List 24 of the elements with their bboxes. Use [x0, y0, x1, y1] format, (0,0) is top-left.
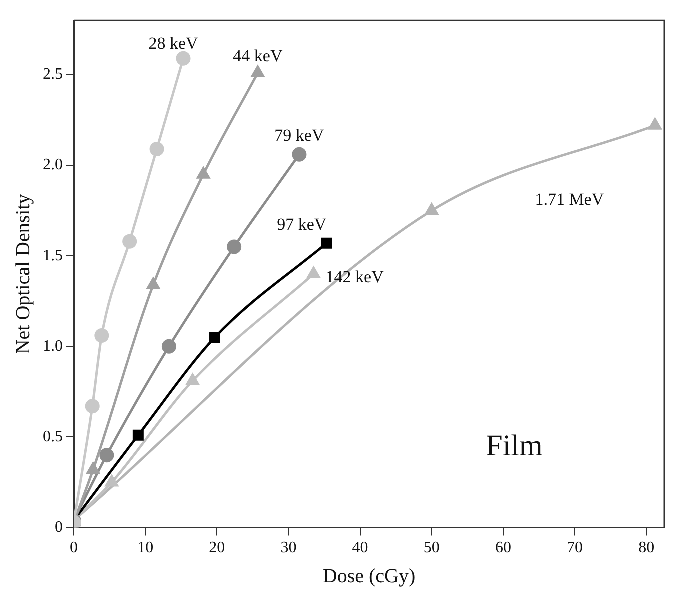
annotation: Film — [486, 430, 543, 463]
x-tick-label: 20 — [209, 540, 226, 557]
y-axis-title: Net Optical Density — [12, 194, 34, 354]
x-tick-label: 10 — [138, 540, 154, 557]
y-tick-label: 2.0 — [43, 156, 63, 174]
y-tick-label: 0 — [55, 519, 63, 536]
series-label: 97 keV — [277, 214, 328, 234]
y-tick-label: 1.5 — [43, 247, 63, 264]
y-tick-label: 2.5 — [43, 66, 63, 84]
x-tick-label: 80 — [638, 540, 655, 557]
series-label: 1.71 MeV — [535, 190, 605, 210]
x-tick-label: 30 — [280, 540, 297, 557]
x-axis-title: Dose (cGy) — [322, 565, 416, 588]
y-tick-label: 0.5 — [43, 428, 63, 446]
series-label: 44 keV — [233, 46, 284, 66]
x-tick-label: 0 — [70, 540, 78, 557]
series-label: 28 keV — [148, 34, 200, 54]
series-label: 79 keV — [274, 126, 325, 146]
series-label: 142 keV — [326, 268, 385, 287]
x-tick-label: 50 — [424, 540, 440, 557]
x-tick-label: 40 — [352, 540, 368, 557]
x-tick-label: 70 — [567, 540, 584, 557]
y-tick-label: 1.0 — [43, 338, 63, 355]
x-tick-label: 60 — [495, 540, 512, 557]
